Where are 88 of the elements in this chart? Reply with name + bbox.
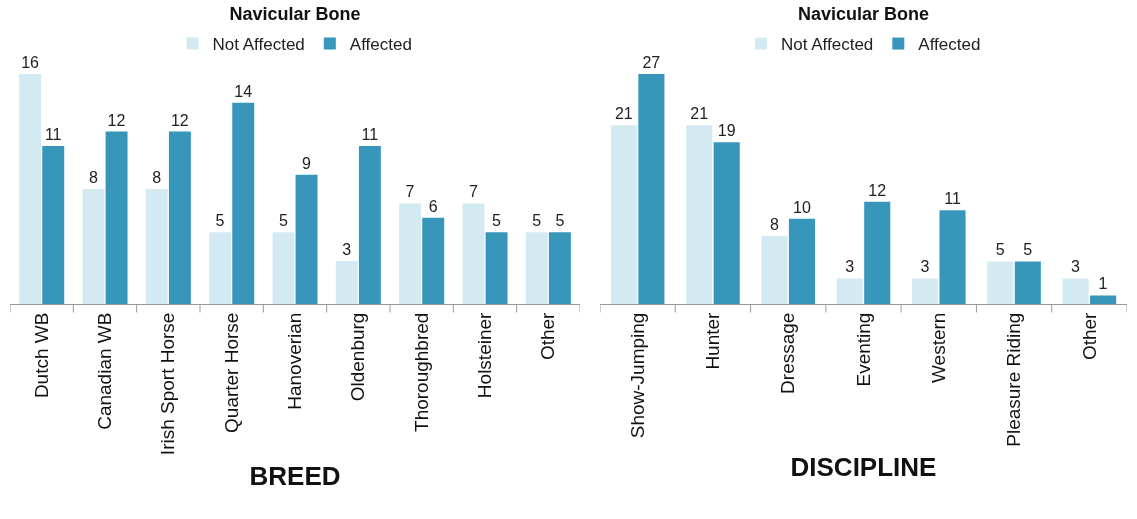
bar xyxy=(19,74,42,304)
chart-title: Navicular Bone xyxy=(797,4,930,25)
bar xyxy=(911,278,939,304)
bar xyxy=(610,125,637,304)
x-axis-title: DISCIPLINE xyxy=(790,452,937,483)
data-label: 9 xyxy=(302,154,312,172)
data-label: 5 xyxy=(1023,241,1033,259)
bar xyxy=(422,217,445,304)
bar xyxy=(713,142,740,304)
x-tick-label: Hanoverian xyxy=(284,312,306,410)
data-label: 12 xyxy=(170,111,189,129)
bar xyxy=(399,203,422,304)
data-label: 6 xyxy=(428,197,438,215)
x-tick-label: Quarter Horse xyxy=(220,312,242,433)
x-tick-label: Other xyxy=(1078,311,1100,361)
data-label: 7 xyxy=(468,183,478,201)
bar xyxy=(335,260,358,304)
data-label: 5 xyxy=(995,241,1005,259)
data-label: 12 xyxy=(107,111,126,129)
data-label: 8 xyxy=(88,169,98,187)
data-label: 16 xyxy=(21,54,40,72)
chart-title: Navicular Bone xyxy=(229,4,361,25)
x-tick-label: Pleasure Riding xyxy=(1003,312,1025,447)
bar xyxy=(761,235,788,304)
data-label: 12 xyxy=(868,181,887,199)
data-label: 3 xyxy=(1071,258,1081,276)
data-label: 21 xyxy=(614,105,633,123)
bar xyxy=(358,145,381,304)
x-tick-label: Western xyxy=(927,312,949,384)
data-label: 5 xyxy=(278,212,288,230)
data-label: 3 xyxy=(920,258,930,276)
bar xyxy=(105,131,128,304)
data-label: 8 xyxy=(769,215,779,233)
bar xyxy=(939,210,966,304)
data-label: 27 xyxy=(642,54,661,72)
bar xyxy=(145,189,168,304)
bar xyxy=(638,74,665,304)
bar xyxy=(82,189,105,304)
x-tick-label: Hunter xyxy=(702,311,724,370)
data-label: 3 xyxy=(342,240,352,258)
bar xyxy=(525,232,548,304)
data-label: 11 xyxy=(44,125,62,143)
bar xyxy=(232,102,255,304)
x-tick-label: Dutch WB xyxy=(30,312,52,399)
data-label: 5 xyxy=(532,212,542,230)
x-tick-label: Show-Jumping xyxy=(626,312,648,439)
x-axis-title: BREED xyxy=(249,460,341,491)
bar xyxy=(548,232,571,304)
data-label: 21 xyxy=(690,105,709,123)
bar xyxy=(864,201,891,304)
data-label: 5 xyxy=(215,212,225,230)
data-label: 3 xyxy=(845,258,855,276)
bar xyxy=(485,232,508,304)
x-tick-label: Canadian WB xyxy=(94,312,116,430)
data-label: 8 xyxy=(152,169,162,187)
legend-label: Not Affected xyxy=(781,35,874,55)
x-tick-label: Irish Sport Horse xyxy=(157,312,179,456)
data-label: 19 xyxy=(717,122,736,140)
legend-label: Not Affected xyxy=(212,35,305,55)
bar xyxy=(462,203,485,304)
bar xyxy=(272,232,295,304)
x-tick-label: Other xyxy=(537,311,559,361)
bar xyxy=(836,278,863,304)
bar xyxy=(1090,295,1117,304)
data-label: 10 xyxy=(793,198,811,216)
x-tick-label: Dressage xyxy=(777,312,799,394)
bar xyxy=(686,125,713,304)
bar xyxy=(42,145,65,304)
data-label: 11 xyxy=(944,190,961,208)
x-tick-label: Eventing xyxy=(852,312,874,387)
legend-label: Affected xyxy=(918,35,981,55)
bar xyxy=(168,131,191,304)
data-label: 11 xyxy=(361,125,379,143)
x-tick-label: Oldenburg xyxy=(347,312,369,402)
bar xyxy=(1014,261,1041,304)
data-label: 5 xyxy=(555,212,565,230)
bar xyxy=(295,174,318,304)
data-label: 5 xyxy=(492,212,502,230)
data-label: 1 xyxy=(1098,275,1108,293)
bar xyxy=(788,218,816,304)
data-label: 7 xyxy=(405,183,415,201)
x-tick-label: Holsteiner xyxy=(474,311,496,399)
bar xyxy=(209,232,232,304)
legend-label: Affected xyxy=(349,35,412,55)
x-tick-label: Thoroughbred xyxy=(410,312,432,432)
bar xyxy=(987,261,1014,304)
data-label: 14 xyxy=(234,82,253,100)
bar xyxy=(1062,278,1089,304)
